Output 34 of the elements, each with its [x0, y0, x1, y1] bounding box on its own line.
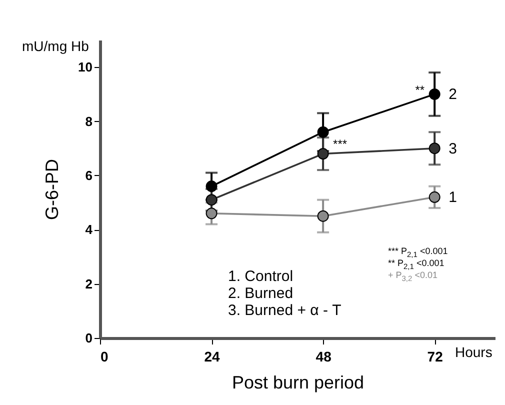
x-tick-label: 0: [100, 348, 108, 364]
point: [317, 210, 329, 222]
annotation: 2. Burned: [228, 285, 294, 302]
y-tick-label: 2: [85, 276, 92, 292]
annotation: **: [415, 83, 425, 98]
series-label: 1: [448, 189, 457, 206]
annotation: 3. Burned + α - T: [228, 302, 342, 319]
y-tick-label: 8: [85, 114, 92, 129]
x-tick-label: 48: [316, 348, 332, 364]
point: [206, 194, 218, 206]
annotation: ***: [333, 137, 348, 152]
y-tick-label: 10: [78, 60, 92, 75]
y-axis-title: G-6-PD: [42, 158, 62, 220]
point: [317, 126, 329, 138]
point: [206, 208, 218, 220]
annotation: ** P$_{2,1}$ <0.001: [388, 258, 444, 271]
point: [428, 191, 440, 203]
series-label: 3: [448, 140, 457, 158]
x-tick-label: 72: [427, 348, 444, 364]
annotation: 1. Control: [228, 268, 294, 285]
point: [428, 142, 440, 154]
point: [206, 180, 218, 192]
annotation: *** P$_{2,1}$ <0.001: [388, 246, 448, 259]
text: Hours: [455, 344, 492, 360]
y-tick-label: 0: [85, 330, 92, 346]
text: mU/mg Hb: [22, 38, 89, 54]
point: [317, 148, 329, 160]
annotation: + P$_{3,2}$ <0.01: [388, 270, 438, 283]
y-tick-label: 4: [85, 222, 94, 238]
point: [428, 88, 440, 100]
x-axis-title: Post burn period: [232, 372, 364, 392]
x-tick-label: 24: [204, 348, 220, 364]
series-label: 2: [448, 86, 457, 104]
y-tick-label: 6: [85, 168, 92, 183]
